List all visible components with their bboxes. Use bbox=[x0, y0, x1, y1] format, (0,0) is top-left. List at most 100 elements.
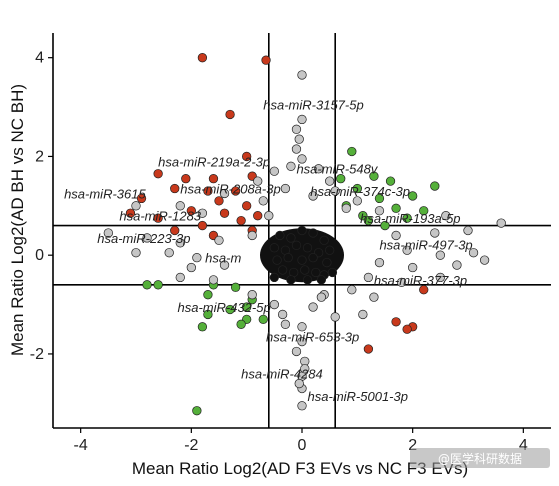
watermark-text: @医学科研数据 bbox=[438, 451, 522, 466]
data-point-gray-64 bbox=[297, 401, 307, 411]
data-point-gray-23 bbox=[441, 211, 451, 221]
data-point-red-13 bbox=[242, 201, 252, 211]
data-point-red-27 bbox=[391, 317, 401, 327]
tick-labels: -4 -2 0 2 4 -2 0 2 4 bbox=[30, 50, 528, 454]
annotation-label-11: hsa-miR-377-3p bbox=[374, 273, 467, 288]
data-point-gray-16 bbox=[352, 196, 362, 206]
data-point-red-4 bbox=[153, 169, 163, 179]
data-point-black-16 bbox=[277, 265, 288, 275]
data-point-black-11 bbox=[272, 255, 282, 265]
data-point-black-2 bbox=[297, 225, 307, 236]
data-point-gray-31 bbox=[463, 225, 473, 236]
data-point-gray-36 bbox=[435, 250, 445, 260]
data-point-green-6 bbox=[408, 191, 418, 201]
data-point-red-20 bbox=[236, 215, 246, 226]
data-point-gray-42 bbox=[408, 262, 418, 273]
data-point-gray-67 bbox=[316, 292, 327, 302]
data-point-gray-21 bbox=[197, 208, 208, 218]
data-point-red-18 bbox=[153, 213, 163, 223]
x-tick-label-3: 2 bbox=[408, 437, 417, 454]
data-point-red-1 bbox=[261, 55, 271, 65]
point-annotations: hsa-miR-3157-5p hsa-miR-219a-2-3p hsa-miR-… bbox=[64, 98, 473, 404]
data-point-gray-43 bbox=[452, 260, 462, 270]
x-tick-label-4: 4 bbox=[519, 437, 528, 454]
data-point-gray-20 bbox=[374, 206, 385, 216]
data-point-red-11 bbox=[136, 193, 147, 204]
annotation-label-8: hsa-miR-223-3p bbox=[97, 231, 190, 246]
data-point-black-21 bbox=[269, 272, 279, 283]
data-point-black-4 bbox=[319, 235, 329, 246]
data-point-gray-46 bbox=[208, 275, 219, 285]
data-point-gray-34 bbox=[192, 253, 202, 263]
data-point-gray-1 bbox=[297, 114, 307, 125]
data-point-gray-6 bbox=[286, 161, 296, 171]
y-tick-label-3: 4 bbox=[35, 50, 44, 67]
data-point-green-5 bbox=[430, 181, 440, 191]
data-point-gray-60 bbox=[291, 346, 302, 357]
annotation-label-12: hsa-miR-432-5p bbox=[178, 300, 271, 315]
data-point-gray-53 bbox=[269, 299, 279, 310]
data-point-red-17 bbox=[253, 211, 263, 221]
data-point-black-12 bbox=[283, 253, 293, 263]
data-point-gray-24 bbox=[103, 228, 113, 238]
annotation-label-5: hsa-miR-374c-3p bbox=[310, 184, 410, 199]
data-point-green-18 bbox=[230, 282, 241, 292]
annotation-label-9: hsa-miR-497-3p bbox=[379, 237, 472, 252]
data-point-red-12 bbox=[214, 196, 224, 206]
data-point-green-28 bbox=[192, 406, 202, 416]
data-point-black-15 bbox=[322, 257, 332, 268]
data-point-gray-56 bbox=[358, 309, 368, 320]
data-point-gray-30 bbox=[430, 228, 440, 238]
data-point-black-24 bbox=[316, 275, 327, 285]
data-point-gray-3 bbox=[294, 134, 304, 144]
data-point-black-3 bbox=[308, 228, 318, 238]
data-point-red-16 bbox=[219, 208, 230, 218]
data-point-gray-11 bbox=[280, 183, 291, 194]
data-point-gray-41 bbox=[374, 257, 385, 268]
data-point-gray-40 bbox=[219, 260, 230, 270]
annotation-label-7: hsa-miR-193a-5p bbox=[360, 211, 460, 226]
data-point-red-28 bbox=[363, 344, 374, 354]
data-point-green-27 bbox=[236, 319, 246, 329]
data-point-gray-18 bbox=[175, 201, 185, 211]
data-point-green-24 bbox=[258, 314, 268, 325]
data-point-red-6 bbox=[208, 174, 219, 184]
data-point-gray-58 bbox=[297, 322, 307, 332]
watermark-backdrop bbox=[410, 448, 550, 468]
data-point-gray-54 bbox=[308, 302, 318, 312]
data-point-red-19 bbox=[197, 220, 208, 231]
data-point-red-15 bbox=[186, 206, 196, 216]
data-point-gray-52 bbox=[347, 285, 357, 295]
data-point-gray-5 bbox=[297, 154, 307, 164]
data-point-gray-8 bbox=[313, 164, 324, 174]
watermark: @医学科研数据 bbox=[410, 448, 550, 468]
data-point-green-0 bbox=[347, 146, 357, 157]
data-point-green-4 bbox=[352, 183, 362, 194]
data-point-black-22 bbox=[286, 275, 296, 285]
x-tick-label-2: 0 bbox=[298, 437, 307, 454]
data-point-gray-65 bbox=[300, 364, 310, 374]
data-point-green-12 bbox=[402, 213, 412, 223]
threshold-lines bbox=[53, 33, 551, 428]
y-tick-label-0: -2 bbox=[30, 346, 44, 363]
data-point-gray-14 bbox=[308, 191, 318, 201]
data-point-gray-35 bbox=[402, 245, 412, 255]
data-point-gray-15 bbox=[258, 196, 268, 206]
data-point-gray-2 bbox=[291, 124, 302, 134]
data-point-gray-37 bbox=[468, 248, 479, 258]
data-point-gray-69 bbox=[369, 292, 379, 302]
y-tick-label-2: 2 bbox=[35, 148, 44, 165]
data-point-black-10 bbox=[325, 245, 335, 255]
data-point-gray-59 bbox=[297, 336, 307, 347]
annotation-label-1: hsa-miR-219a-2-3p bbox=[158, 154, 270, 169]
annotation-label-10: hsa-m bbox=[205, 251, 241, 266]
data-point-red-26 bbox=[402, 324, 412, 334]
data-point-red-10 bbox=[230, 186, 241, 196]
data-point-black-14 bbox=[308, 253, 318, 263]
data-point-gray-26 bbox=[175, 238, 185, 248]
data-point-green-21 bbox=[242, 302, 252, 312]
data-point-black-5 bbox=[269, 243, 279, 253]
data-point-gray-68 bbox=[277, 309, 288, 320]
data-point-gray-57 bbox=[280, 319, 291, 329]
data-points bbox=[103, 53, 506, 416]
